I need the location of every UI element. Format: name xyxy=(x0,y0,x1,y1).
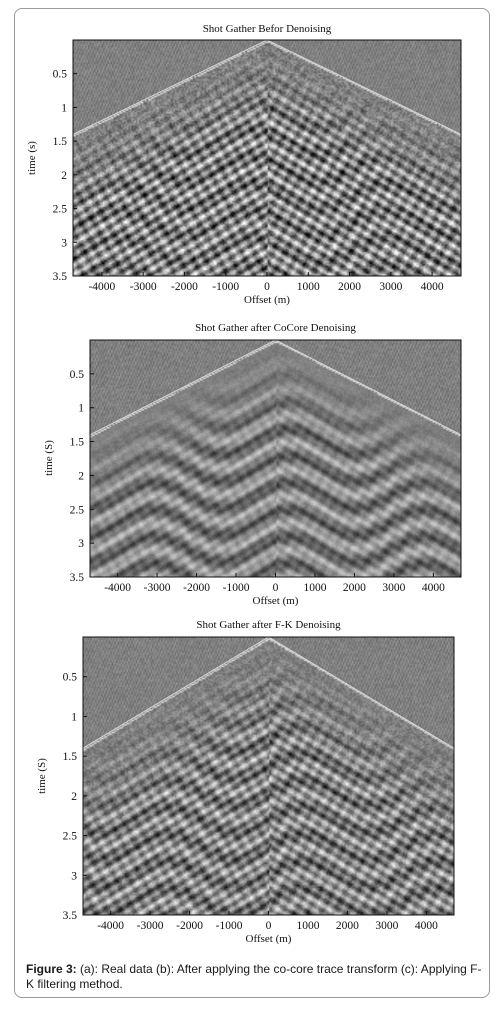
chart-title: Shot Gather Befor Denoising xyxy=(203,23,332,35)
x-tick-label: -1000 xyxy=(223,582,250,594)
x-tick-label: 1000 xyxy=(297,281,320,293)
y-tick-label: 1.5 xyxy=(70,437,85,449)
y-tick-label: 2 xyxy=(78,470,84,482)
x-tick-label: -1000 xyxy=(212,281,239,293)
y-tick-label: 3.5 xyxy=(53,271,68,283)
x-tick-label: 1000 xyxy=(303,582,326,594)
figure-caption: Figure 3: (a): Real data (b): After appl… xyxy=(26,962,482,992)
x-tick-label: 2000 xyxy=(343,582,366,594)
x-tick-label: 0 xyxy=(264,281,270,293)
x-tick-label: 2000 xyxy=(338,281,361,293)
x-tick-label: 4000 xyxy=(422,582,445,594)
y-tick-label: 0.5 xyxy=(70,369,85,381)
x-tick-label: 0 xyxy=(273,582,279,594)
x-tick-label: 4000 xyxy=(415,920,438,932)
x-tick-label: 2000 xyxy=(336,920,359,932)
y-axis-label: time (s) xyxy=(26,141,38,175)
chart-title: Shot Gather after F-K Denoising xyxy=(196,619,341,631)
seismic-image xyxy=(90,340,461,577)
x-axis-label: Offset (m) xyxy=(246,933,292,945)
y-tick-label: 2 xyxy=(61,170,67,182)
x-axis-label: Offset (m) xyxy=(253,595,299,607)
x-tick-label: -4000 xyxy=(97,920,124,932)
y-tick-label: 1.5 xyxy=(53,136,68,148)
x-tick-label: -1000 xyxy=(216,920,243,932)
x-tick-label: -3000 xyxy=(144,582,171,594)
y-tick-label: 2.5 xyxy=(63,831,78,843)
x-tick-label: 3000 xyxy=(382,582,405,594)
x-tick-label: -4000 xyxy=(104,582,131,594)
x-tick-label: -4000 xyxy=(88,281,115,293)
x-axis-label: Offset (m) xyxy=(244,294,290,306)
y-tick-label: 3 xyxy=(61,237,67,249)
y-tick-label: 2.5 xyxy=(53,204,68,216)
y-axis-label: time (S) xyxy=(43,440,55,476)
seismic-image xyxy=(83,637,454,915)
y-tick-label: 3 xyxy=(71,870,77,882)
y-axis-label: time (S) xyxy=(36,758,48,794)
y-tick-label: 2 xyxy=(71,791,77,803)
chart-title: Shot Gather after CoCore Denoising xyxy=(195,322,356,334)
x-tick-label: -2000 xyxy=(183,582,210,594)
x-tick-label: 0 xyxy=(266,920,272,932)
y-tick-label: 3.5 xyxy=(63,910,78,922)
y-tick-label: 1.5 xyxy=(63,751,78,763)
y-tick-label: 1 xyxy=(78,403,84,415)
y-tick-label: 0.5 xyxy=(63,672,78,684)
y-tick-label: 2.5 xyxy=(70,504,85,516)
x-tick-label: 4000 xyxy=(421,281,444,293)
y-tick-label: 1 xyxy=(61,102,67,114)
seismic-image xyxy=(73,40,461,276)
caption-text: (a): Real data (b): After applying the c… xyxy=(26,962,482,991)
y-tick-label: 3 xyxy=(78,538,84,550)
x-tick-label: -3000 xyxy=(130,281,157,293)
x-tick-label: 1000 xyxy=(296,920,319,932)
y-tick-label: 0.5 xyxy=(53,69,68,81)
x-tick-label: 3000 xyxy=(375,920,398,932)
y-tick-label: 1 xyxy=(71,711,77,723)
x-tick-label: 3000 xyxy=(379,281,402,293)
x-tick-label: -3000 xyxy=(137,920,164,932)
x-tick-label: -2000 xyxy=(171,281,198,293)
caption-label: Figure 3: xyxy=(26,962,77,976)
y-tick-label: 3.5 xyxy=(70,572,85,584)
x-tick-label: -2000 xyxy=(176,920,203,932)
